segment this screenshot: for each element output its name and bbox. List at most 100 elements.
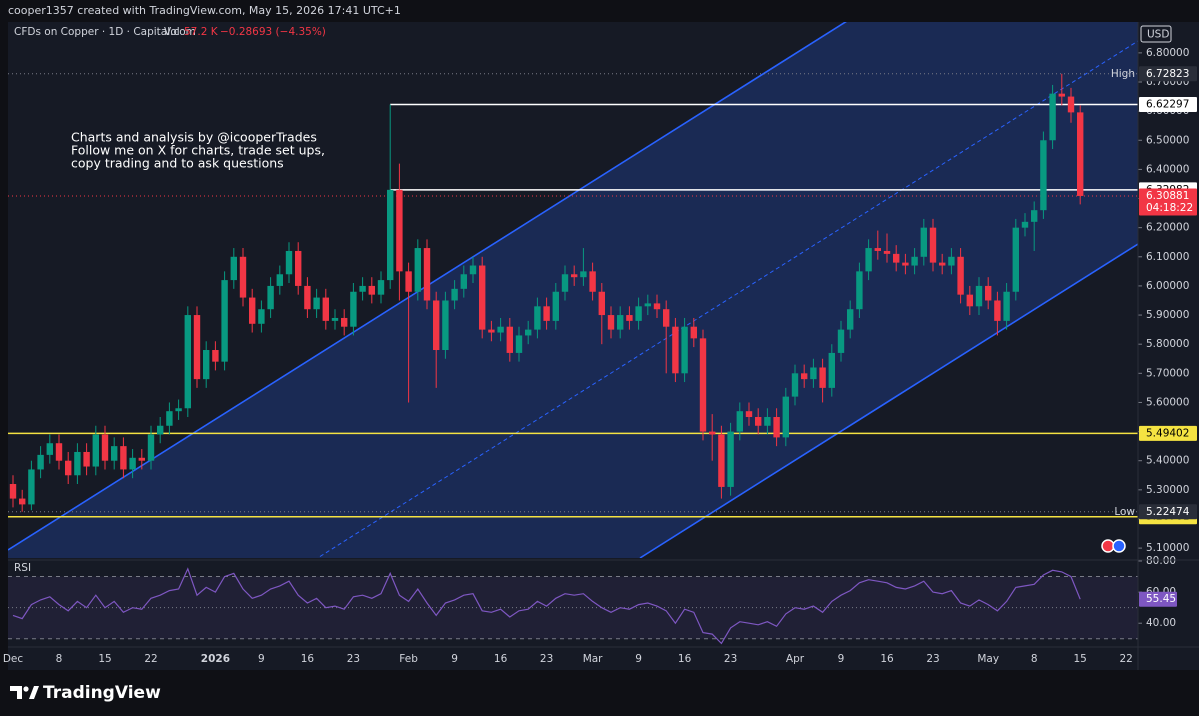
candle-body: [810, 367, 817, 380]
candle-body: [304, 285, 311, 310]
x-tick-label: 16: [678, 653, 692, 665]
x-tick-label: 23: [724, 653, 737, 665]
y-tick-label: 6.20000: [1146, 222, 1189, 234]
candle-body: [414, 248, 421, 292]
candle-body: [966, 294, 973, 307]
candle-body: [552, 291, 559, 321]
rsi-tick-label: 40.00: [1146, 617, 1176, 629]
x-tick-label: 22: [1120, 653, 1133, 665]
candle-body: [341, 317, 348, 327]
brand-logo: [10, 686, 39, 699]
candle-body: [120, 446, 127, 470]
candle-body: [230, 256, 237, 281]
candle-body: [791, 373, 799, 397]
high-value: 6.72823: [1146, 68, 1189, 80]
candle-body: [55, 443, 63, 461]
candle-body: [1012, 227, 1019, 292]
legend-volume-label: Vol: [164, 26, 180, 38]
price-pane: [8, 73, 1138, 518]
candle-body: [874, 248, 881, 251]
countdown: 04:18:22: [1146, 202, 1193, 214]
candle-body: [543, 306, 550, 321]
candle-body: [28, 469, 35, 505]
x-tick-label: 23: [347, 653, 360, 665]
candle-body: [101, 434, 109, 461]
x-tick-label: May: [977, 653, 999, 665]
level-label-box: [1139, 425, 1197, 441]
channel-fill: [8, 22, 1138, 558]
candle-body: [322, 297, 329, 321]
candle-body: [948, 256, 955, 266]
candle-body: [433, 300, 440, 351]
y-tick-label: 5.30000: [1146, 484, 1189, 496]
x-tick-label: 9: [838, 653, 845, 665]
x-tick-label: 2026: [201, 653, 230, 665]
legend-volume: 57.2 K: [184, 26, 219, 38]
level-label-box: [1139, 96, 1197, 112]
candle-body: [83, 451, 90, 467]
candle-body: [249, 297, 256, 324]
logo-part: [10, 686, 22, 699]
candle-body: [690, 326, 697, 339]
flag-icon: [1101, 539, 1126, 553]
candle-body: [359, 285, 366, 292]
candle-body: [911, 256, 918, 266]
candle-body: [442, 300, 449, 351]
candle-body: [589, 271, 596, 292]
candle-body: [1040, 140, 1047, 211]
candle-body: [571, 274, 578, 278]
candle-body: [764, 417, 771, 426]
candle-body: [865, 248, 872, 272]
candle-body: [506, 326, 513, 353]
currency: USD: [1147, 29, 1169, 41]
candle-body: [129, 457, 136, 470]
channel-lower: [639, 243, 1138, 558]
x-tick-label: 16: [494, 653, 508, 665]
high-value-box: [1139, 66, 1197, 82]
x-tick-label: 16: [301, 653, 315, 665]
x-tick-label: Apr: [786, 653, 805, 665]
y-tick-label: 6.40000: [1146, 163, 1189, 175]
candle-body: [635, 306, 642, 321]
candle-body: [285, 250, 293, 275]
candle-body: [607, 315, 615, 330]
rsi-value-box: [1139, 591, 1177, 607]
candle-body: [902, 262, 909, 266]
candle-body: [883, 250, 891, 254]
candle-body: [295, 250, 302, 286]
x-tick-label: 9: [635, 653, 642, 665]
x-tick-label: Mar: [583, 653, 603, 665]
x-tick-label: 16: [880, 653, 894, 665]
candle-body: [460, 274, 467, 289]
candle-body: [92, 434, 99, 467]
candle-body: [350, 291, 357, 327]
candle-body: [377, 280, 385, 295]
last-price: 6.30881: [1146, 190, 1189, 202]
annotation-line: Charts and analysis by @icooperTrades: [71, 130, 317, 145]
candle-body: [423, 248, 431, 301]
candle-body: [1058, 93, 1065, 97]
candle-body: [782, 396, 789, 438]
candle-body: [920, 227, 927, 257]
legend-change: −0.28693 (−4.35%): [220, 26, 326, 38]
candle-body: [331, 317, 339, 321]
candle-body: [718, 434, 725, 487]
x-tick-label: 23: [540, 653, 553, 665]
candle-body: [147, 434, 155, 461]
candle-body: [396, 189, 403, 272]
candle-body: [598, 291, 605, 316]
candle-body: [515, 335, 523, 353]
high-label: High: [1111, 68, 1135, 80]
candle-body: [801, 373, 808, 380]
x-tick-label: Feb: [399, 653, 418, 665]
candle-body: [681, 326, 688, 374]
candle-body: [166, 411, 173, 426]
candle-body: [626, 315, 633, 321]
candle-body: [469, 265, 477, 275]
candle-body: [239, 256, 247, 298]
y-tick-label: 5.10000: [1146, 542, 1189, 554]
candle-body: [736, 411, 743, 432]
candle-body: [1067, 96, 1075, 113]
flag-icon-part: [1101, 539, 1115, 553]
candle-body: [1031, 210, 1038, 222]
